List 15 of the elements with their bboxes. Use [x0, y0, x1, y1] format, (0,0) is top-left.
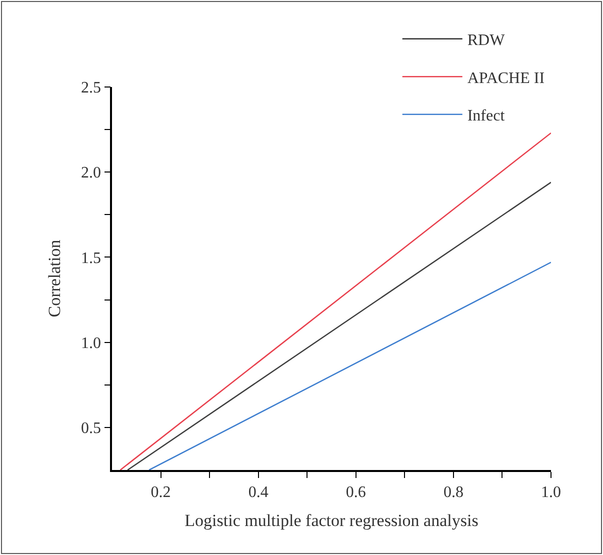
x-axis-title: Logistic multiple factor regression analysis: [184, 510, 478, 530]
y-axis-title: Correlation: [45, 239, 64, 318]
y-tick-label: 2.5: [81, 80, 102, 97]
x-tick-label: 0.6: [346, 484, 366, 501]
legend-label: Infect: [467, 108, 506, 125]
x-tick-label: 1.0: [541, 484, 561, 501]
legend-label: RDW: [467, 32, 506, 50]
x-tick-label: 0.8: [443, 484, 464, 501]
y-tick-label: 1.0: [81, 334, 102, 352]
y-tick-label: 2.0: [81, 164, 102, 182]
x-tick-label: 0.2: [150, 484, 171, 501]
x-tick-label: 0.4: [248, 484, 268, 501]
y-tick-label: 1.5: [81, 250, 102, 267]
legend-label: APACHE II: [467, 70, 545, 87]
y-tick-label: 0.5: [81, 420, 102, 438]
